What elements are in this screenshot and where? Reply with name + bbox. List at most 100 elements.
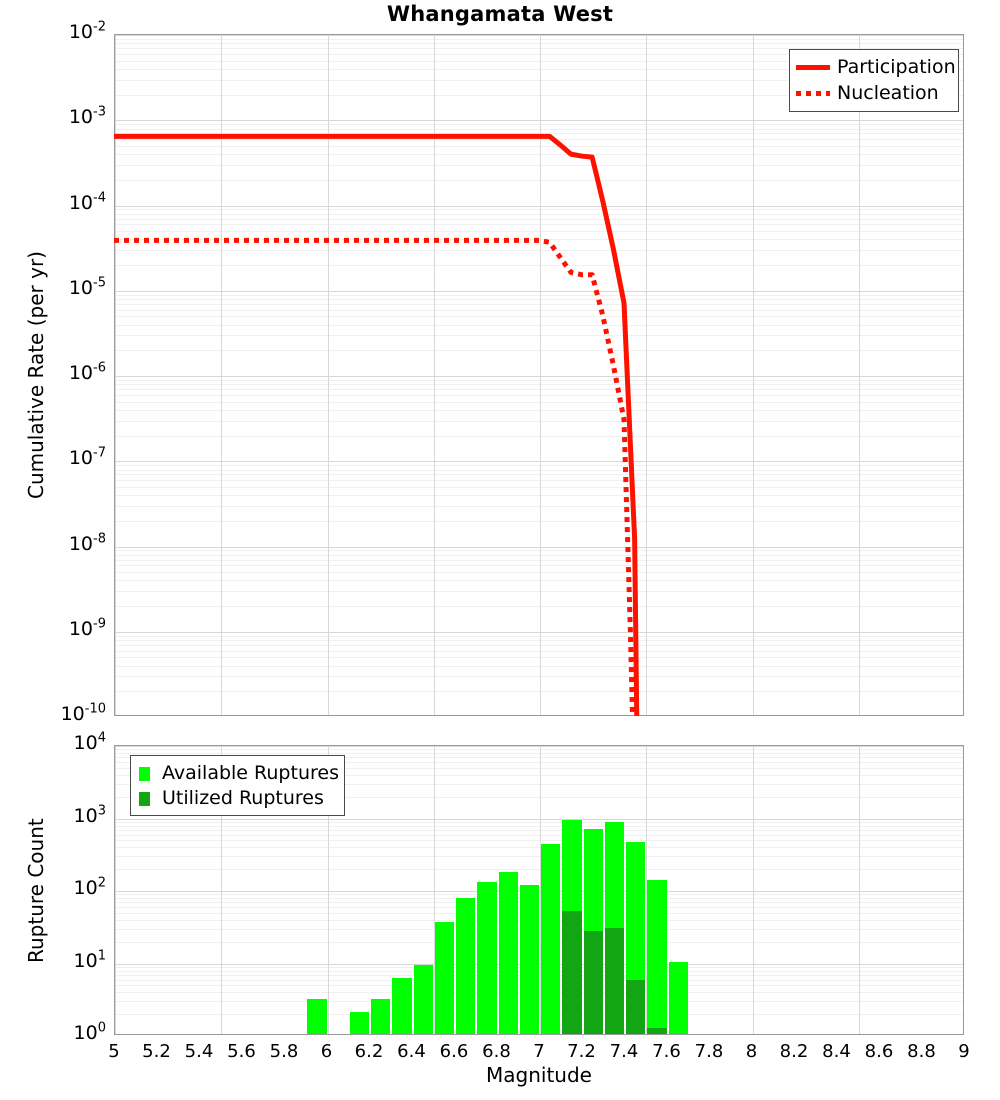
gridline-minor — [115, 749, 963, 751]
gridline-minor — [115, 572, 963, 574]
gridline-minor — [115, 821, 963, 823]
gridline-minor — [115, 606, 963, 608]
gridline-minor — [115, 94, 963, 96]
gridline-major — [115, 546, 963, 548]
legend-label: Available Ruptures — [162, 761, 339, 784]
gridline-minor — [115, 941, 963, 943]
gridline-minor — [115, 480, 963, 482]
gridline-minor — [115, 657, 963, 659]
y-tick-label: 10-4 — [68, 190, 106, 214]
rupture-bar — [349, 746, 369, 1034]
gridline-minor — [115, 486, 963, 488]
legend-entry: Utilized Ruptures — [137, 785, 337, 810]
y-tick-label: 10-6 — [68, 360, 106, 384]
gridline-minor — [115, 209, 963, 211]
rupture-bar — [647, 746, 667, 1034]
gridline-minor — [115, 384, 963, 386]
available-ruptures-segment — [519, 884, 539, 1034]
utilized-ruptures-segment — [604, 927, 624, 1034]
gridline-minor — [115, 335, 963, 337]
available-ruptures-segment — [392, 977, 412, 1034]
x-tick-label: 7.2 — [567, 1041, 596, 1062]
available-ruptures-segment — [456, 898, 476, 1034]
gridline-minor — [115, 640, 963, 641]
gridline-minor — [115, 43, 963, 45]
x-tick-label: 8.8 — [907, 1041, 936, 1062]
available-ruptures-segment — [647, 879, 667, 1034]
top-y-axis-title: Cumulative Rate (per yr) — [24, 251, 48, 499]
gridline-minor — [115, 783, 963, 785]
gridline-major — [115, 963, 963, 965]
y-tick-label: 103 — [73, 803, 106, 827]
participation-curve — [114, 133, 640, 716]
gridline-major — [115, 205, 963, 207]
gridline-minor — [115, 565, 963, 567]
gridline-minor — [115, 762, 963, 764]
gridline-minor — [115, 68, 963, 70]
gridline-minor — [115, 928, 963, 930]
x-tick-label: 5 — [108, 1041, 120, 1062]
color-swatch-icon — [137, 791, 155, 806]
available-ruptures-segment — [498, 872, 518, 1034]
y-tick-label: 100 — [73, 1020, 106, 1044]
gridline-minor — [115, 435, 963, 437]
x-tick-label: 8.6 — [864, 1041, 894, 1062]
gridline-minor — [115, 401, 963, 403]
gridline-minor — [115, 825, 963, 827]
dotted-line-icon — [796, 86, 830, 100]
gridline-minor — [115, 520, 963, 522]
gridline-minor — [115, 231, 963, 233]
figure-title: Whangamata West — [386, 2, 614, 26]
gridline-minor — [115, 691, 963, 693]
rupture-bar — [604, 746, 624, 1034]
x-tick-label: 7.6 — [652, 1041, 681, 1062]
gridline-minor — [115, 856, 963, 858]
x-tick-label: 5.4 — [184, 1041, 214, 1062]
nucleation-curve — [114, 237, 635, 716]
gridline-minor — [115, 907, 963, 909]
gridline-minor — [115, 213, 963, 215]
gridline-major — [115, 891, 963, 892]
rupture-bar — [541, 746, 561, 1034]
available-ruptures-segment — [349, 1012, 369, 1034]
gridline-minor — [115, 379, 963, 381]
gridline-minor — [115, 559, 963, 561]
gridline-minor — [115, 128, 963, 130]
legend-entry: Available Ruptures — [137, 760, 339, 785]
available-ruptures-segment — [541, 843, 561, 1034]
rupture-bar — [583, 746, 603, 1034]
gridline-vertical — [327, 35, 329, 715]
cumulative-rate-plot — [114, 34, 964, 716]
gridline-minor — [115, 309, 963, 311]
utilized-ruptures-segment — [626, 980, 646, 1034]
gridline-minor — [115, 1014, 963, 1016]
rupture-bar — [626, 746, 646, 1034]
bottom-y-axis-title: Rupture Count — [24, 817, 48, 963]
y-tick-label: 10-3 — [68, 104, 106, 129]
gridline-minor — [115, 505, 963, 507]
y-tick-label: 10-2 — [68, 19, 106, 43]
gridline-minor — [115, 48, 963, 50]
gridline-minor — [115, 774, 963, 776]
gridline-minor — [115, 829, 963, 831]
gridline-minor — [115, 145, 963, 147]
x-tick-label: 6.4 — [397, 1041, 426, 1062]
solid-line-icon — [796, 60, 830, 74]
x-tick-label: 9 — [958, 1041, 970, 1062]
gridline-minor — [115, 218, 963, 220]
gridline-minor — [115, 299, 963, 300]
gridline-minor — [115, 474, 963, 476]
gridline-major — [115, 376, 963, 377]
x-tick-label: 7.8 — [694, 1041, 724, 1062]
gridline-minor — [115, 1001, 963, 1003]
legend-entry: Nucleation — [796, 80, 951, 106]
gridline-minor — [115, 644, 963, 646]
gridline-minor — [115, 250, 963, 252]
gridline-vertical — [646, 35, 648, 715]
gridline-minor — [115, 324, 963, 326]
gridline-minor — [115, 834, 963, 836]
color-swatch-icon — [137, 766, 155, 781]
rupture-bar — [668, 746, 688, 1034]
gridline-vertical — [646, 746, 648, 1034]
gridline-vertical — [540, 746, 541, 1034]
